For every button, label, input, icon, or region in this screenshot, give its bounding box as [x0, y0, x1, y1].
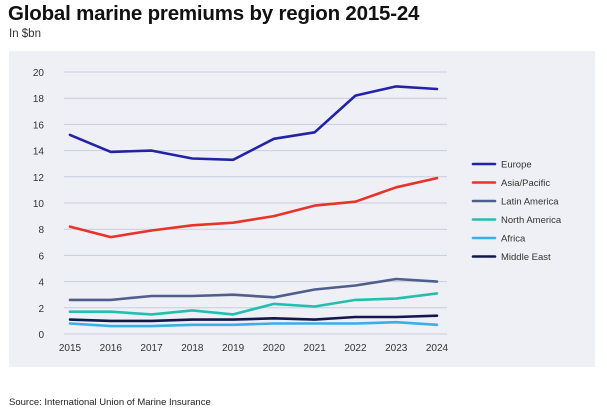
series-line-4	[68, 320, 439, 328]
x-tick-label: 2023	[385, 343, 408, 354]
y-tick-label: 14	[33, 147, 45, 158]
y-tick-label: 20	[33, 68, 45, 79]
y-tick-label: 10	[33, 199, 45, 210]
source-note: Source: International Union of Marine In…	[9, 397, 211, 408]
x-tick-label: 2024	[426, 343, 449, 354]
legend-label: Africa	[501, 234, 526, 245]
y-tick-label: 0	[38, 330, 44, 341]
x-tick-label: 2016	[100, 343, 123, 354]
legend-label: Asia/Pacific	[501, 178, 550, 189]
y-tick-label: 8	[38, 225, 44, 236]
y-tick-label: 12	[33, 173, 45, 184]
x-tick-label: 2018	[181, 343, 204, 354]
y-tick-label: 2	[38, 304, 44, 315]
x-tick-label: 2022	[344, 343, 367, 354]
x-tick-label: 2020	[263, 343, 286, 354]
x-tick-label: 2015	[59, 343, 82, 354]
series-line-2	[68, 277, 439, 302]
y-tick-label: 18	[33, 94, 45, 105]
series-line-1	[68, 176, 439, 239]
y-tick-label: 16	[33, 120, 45, 131]
legend-label: Europe	[501, 160, 532, 171]
legend-label: Middle East	[501, 252, 551, 263]
x-tick-label: 2019	[222, 343, 245, 354]
chart-title: Global marine premiums by region 2015-24	[8, 2, 420, 25]
legend-label: Latin America	[501, 197, 559, 208]
legend-label: North America	[501, 215, 562, 226]
y-tick-label: 4	[38, 278, 44, 289]
series-line-5	[68, 314, 439, 323]
x-tick-label: 2021	[304, 343, 327, 354]
chart-subtitle: In $bn	[9, 28, 41, 40]
series-line-0	[68, 85, 439, 162]
x-tick-label: 2017	[140, 343, 163, 354]
y-tick-label: 6	[38, 251, 44, 262]
series-line-3	[68, 292, 439, 316]
